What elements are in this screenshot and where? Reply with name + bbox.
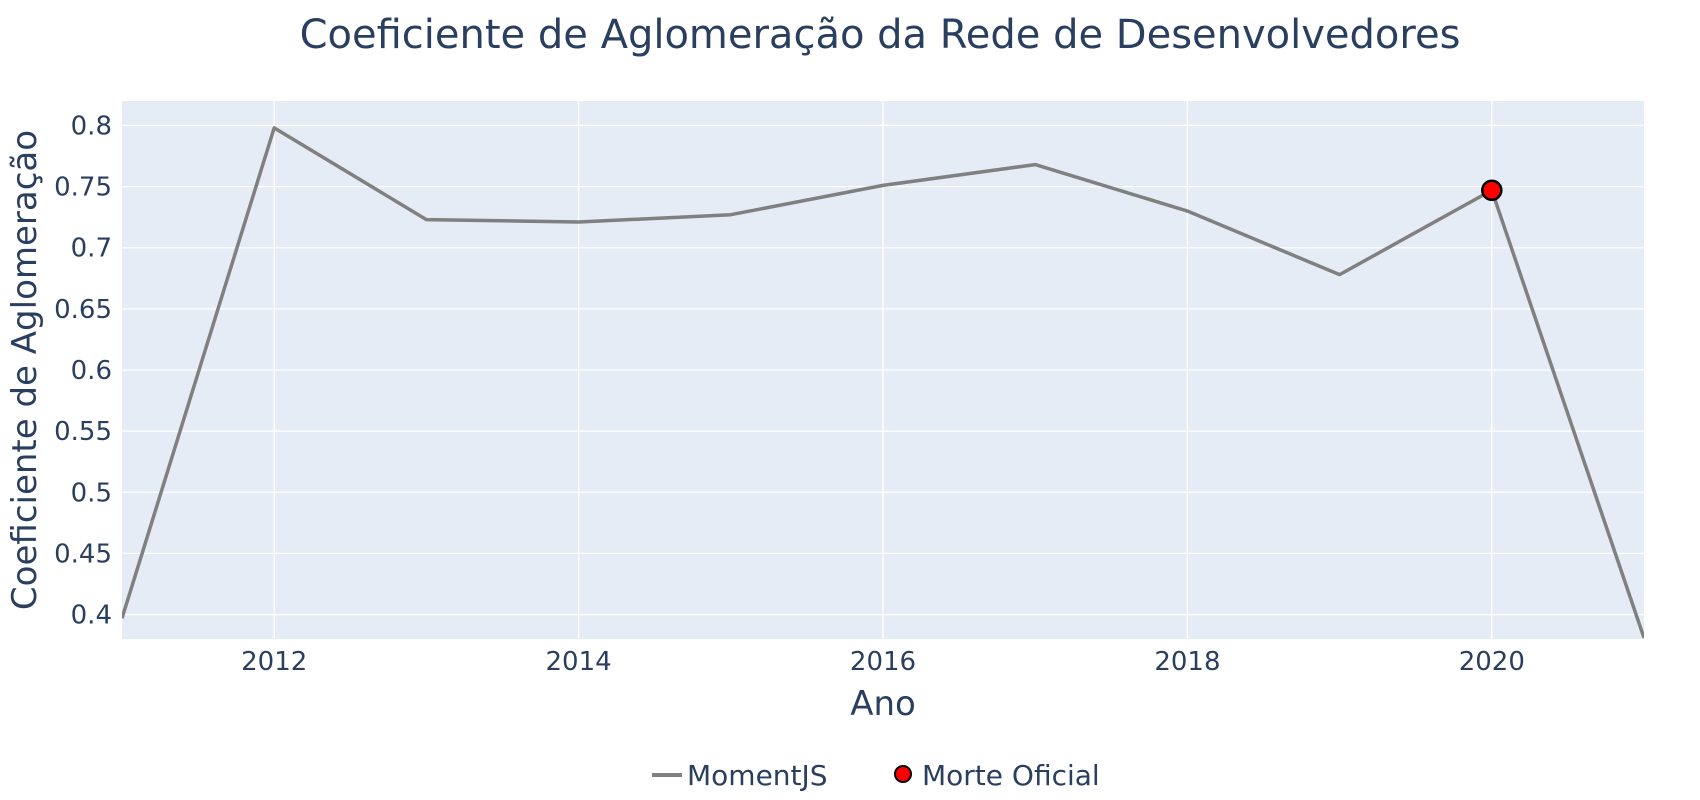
- x-tick-label: 2020: [1459, 647, 1525, 677]
- series-group: [122, 126, 1644, 639]
- x-tick-label: 2018: [1154, 647, 1220, 677]
- y-tick-label: 0.6: [71, 356, 112, 386]
- y-tick-label: 0.5: [71, 478, 112, 508]
- y-tick-label: 0.75: [54, 173, 112, 203]
- legend: MomentJS Morte Oficial: [652, 759, 1100, 792]
- x-tick-label: 2012: [241, 647, 307, 677]
- y-tick-label: 0.45: [54, 539, 112, 569]
- legend-marker-swatch: [894, 765, 912, 783]
- legend-label-momentjs: MomentJS: [687, 759, 828, 792]
- y-tick-label: 0.4: [71, 601, 112, 631]
- y-tick-label: 0.8: [71, 111, 112, 141]
- chart-title: Coeficiente de Aglomeração da Rede de De…: [300, 12, 1461, 58]
- y-axis: 0.4 0.45 0.5 0.55 0.6 0.65 0.7 0.75 0.8: [54, 111, 112, 630]
- x-tick-label: 2016: [850, 647, 916, 677]
- x-tick-label: 2014: [546, 647, 612, 677]
- legend-item-morte-oficial[interactable]: Morte Oficial: [894, 759, 1100, 792]
- marker-morte-oficial: [1481, 179, 1503, 202]
- x-axis-title: Ano: [850, 684, 916, 724]
- legend-item-momentjs[interactable]: MomentJS: [652, 759, 828, 792]
- y-tick-label: 0.65: [54, 295, 112, 325]
- legend-label-morte-oficial: Morte Oficial: [922, 759, 1100, 792]
- x-axis: 2012 2014 2016 2018 2020: [241, 647, 1525, 677]
- series-line-momentjs: [122, 126, 1644, 639]
- grid-lines: [122, 101, 1644, 639]
- y-tick-label: 0.55: [54, 417, 112, 447]
- y-axis-title: Coeficiente de Aglomeração: [5, 130, 45, 610]
- y-tick-label: 0.7: [71, 234, 112, 264]
